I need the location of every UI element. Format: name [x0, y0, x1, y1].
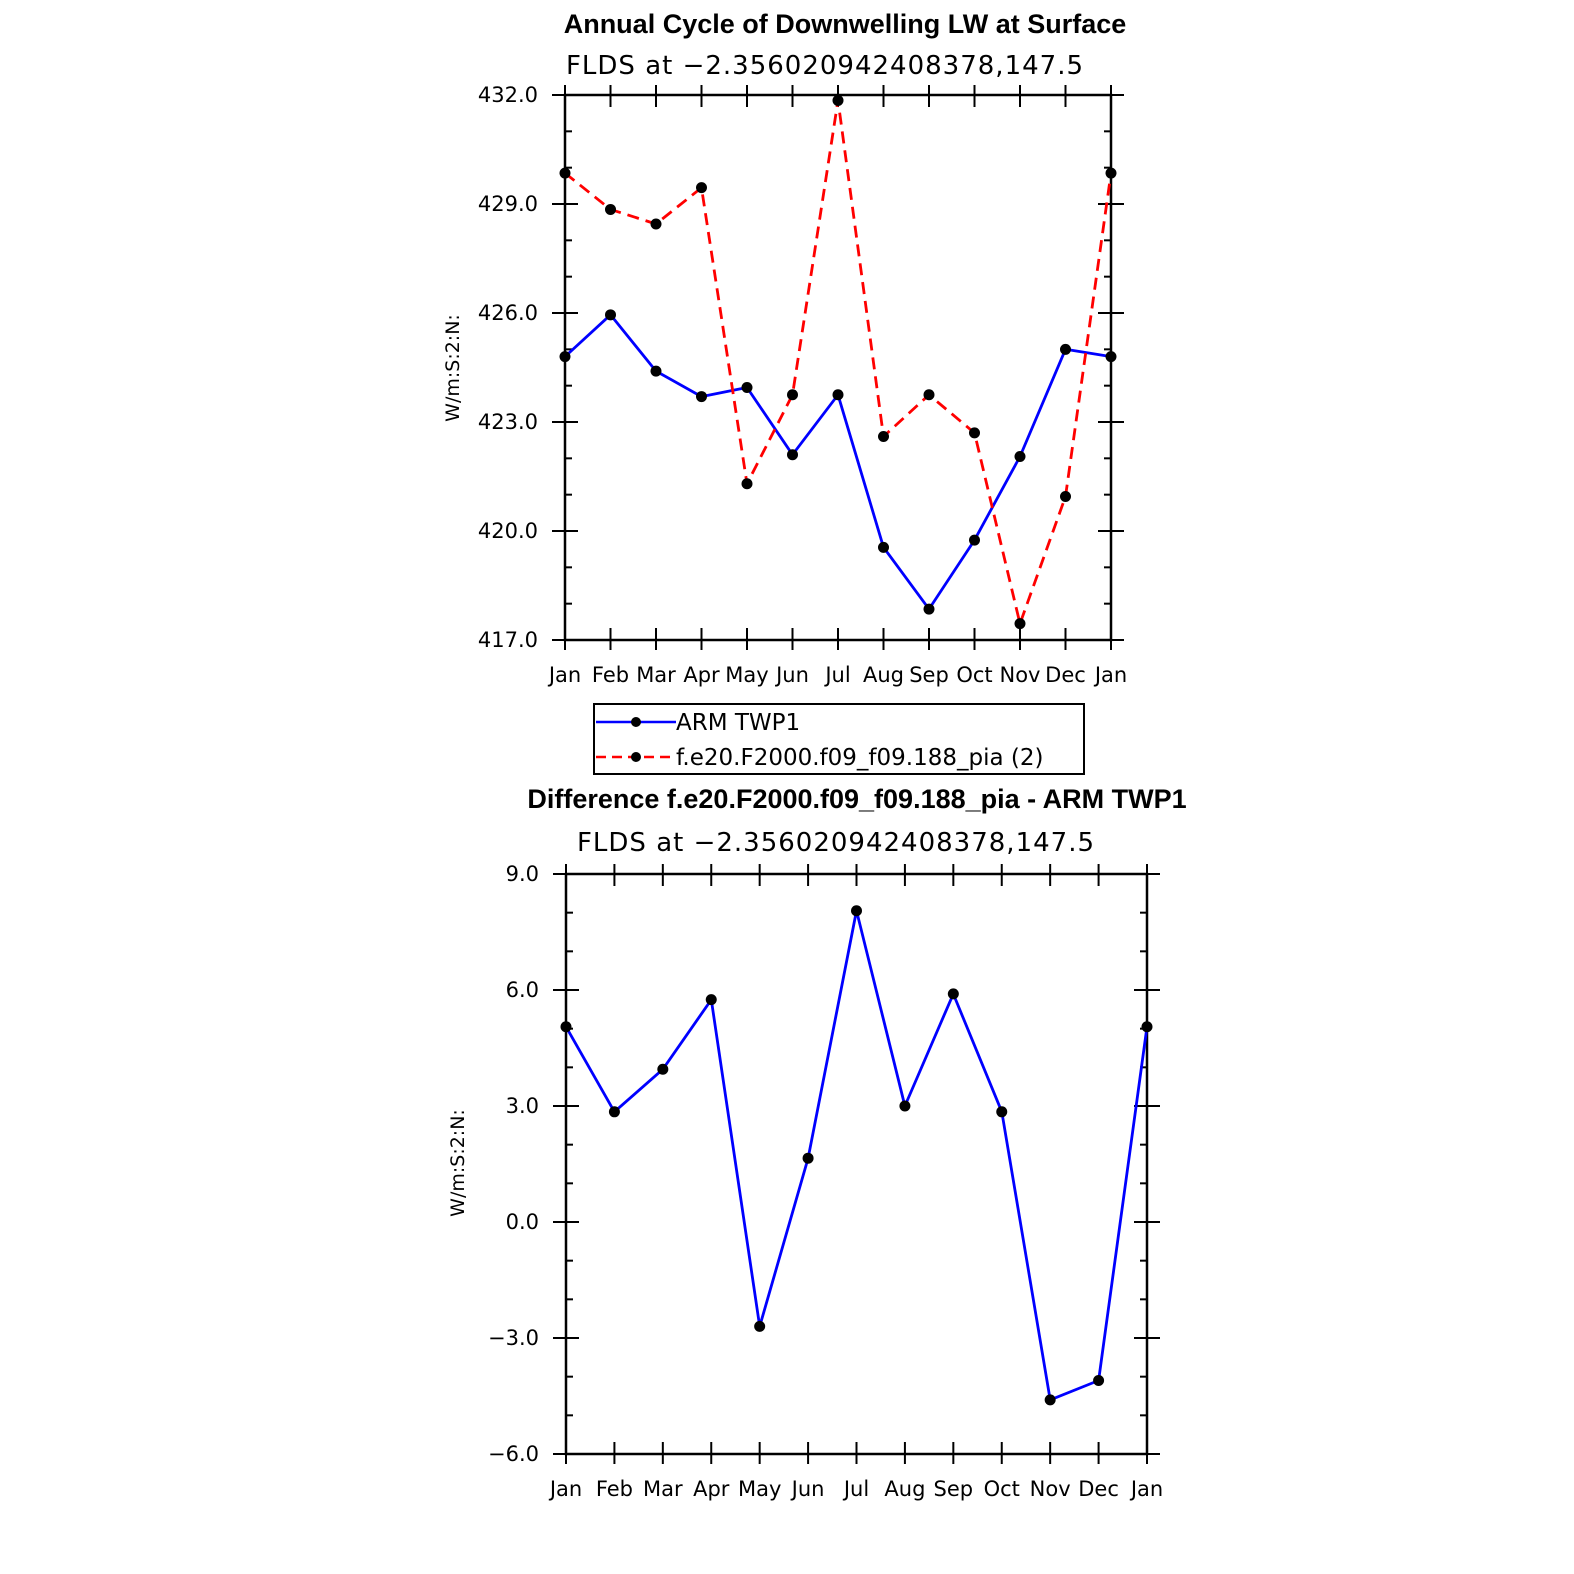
legend: ARM TWP1 f.e20.F2000.f09_f09.188_pia (2) — [593, 703, 1085, 775]
x-tick-label: Jan — [1129, 1477, 1163, 1501]
x-tick-label: Dec — [1045, 663, 1086, 687]
x-tick-label: Jan — [1093, 663, 1127, 687]
chart-subtitle: FLDS at −2.356020942408378,147.5 — [577, 828, 1095, 858]
data-point — [802, 1152, 814, 1164]
x-tick-label: Sep — [934, 1477, 974, 1501]
data-point — [969, 427, 980, 439]
data-point — [559, 167, 571, 179]
data-point — [947, 988, 959, 1000]
difference-panel: Difference f.e20.F2000.f09_f09.188_pia -… — [447, 784, 1187, 1501]
x-tick-label: Mar — [643, 1477, 683, 1501]
y-tick-label: 432.0 — [478, 83, 538, 107]
chart-subtitle: FLDS at −2.356020942408378,147.5 — [566, 51, 1084, 81]
data-point — [851, 905, 862, 917]
series-line-0 — [564, 313, 1112, 611]
data-point — [832, 389, 844, 401]
x-tick-label: May — [725, 663, 768, 687]
x-tick-label: May — [738, 1477, 781, 1501]
data-point — [1105, 351, 1117, 363]
data-point — [1060, 490, 1071, 502]
chart-title: Difference f.e20.F2000.f09_f09.188_pia -… — [527, 784, 1186, 814]
data-point — [741, 381, 753, 393]
data-point — [1014, 451, 1026, 463]
x-tick-label: Apr — [693, 1477, 730, 1501]
data-point — [787, 449, 798, 461]
x-tick-label: Sep — [909, 663, 949, 687]
x-tick-label: Nov — [1000, 663, 1041, 687]
data-point — [605, 309, 616, 321]
y-tick-label: 420.0 — [478, 519, 538, 543]
legend-box — [593, 703, 1085, 775]
data-point — [1014, 618, 1026, 630]
y-tick-label: 0.0 — [506, 1210, 539, 1234]
x-tick-label: Aug — [863, 663, 904, 687]
x-tick-label: Oct — [984, 1477, 1020, 1501]
legend-label-arm: ARM TWP1 — [676, 710, 800, 736]
data-point — [605, 203, 616, 215]
x-tick-label: Jul — [823, 663, 850, 687]
data-point — [787, 389, 798, 401]
data-point — [899, 1100, 911, 1112]
x-tick-label: Oct — [956, 663, 992, 687]
data-point — [696, 182, 707, 194]
y-tick-label: 6.0 — [506, 978, 539, 1002]
legend-label-model: f.e20.F2000.f09_f09.188_pia (2) — [676, 745, 1043, 771]
y-tick-label: 423.0 — [478, 410, 538, 434]
x-tick-label: Jan — [547, 663, 581, 687]
y-tick-label: 426.0 — [478, 301, 538, 325]
data-point — [560, 1021, 572, 1033]
x-tick-label: Aug — [884, 1477, 925, 1501]
y-tick-label: 417.0 — [478, 628, 538, 652]
data-point — [1044, 1394, 1056, 1406]
data-point — [878, 431, 889, 443]
data-point — [608, 1106, 620, 1118]
data-point — [878, 541, 889, 553]
y-tick-label: 3.0 — [506, 1094, 539, 1118]
x-tick-label: Jun — [774, 663, 809, 687]
legend-marker-model — [631, 752, 641, 762]
plot-frame — [563, 93, 1113, 642]
annual-cycle-panel: Annual Cycle of Downwelling LW at Surfac… — [442, 9, 1127, 687]
data-point — [1093, 1375, 1105, 1387]
y-tick-label: 429.0 — [478, 192, 538, 216]
x-tick-label: Apr — [683, 663, 720, 687]
data-point — [1060, 343, 1071, 355]
data-point — [705, 994, 717, 1006]
data-point — [923, 389, 935, 401]
chart-title: Annual Cycle of Downwelling LW at Surfac… — [564, 9, 1127, 39]
data-point — [1105, 167, 1117, 179]
data-point — [657, 1063, 669, 1075]
x-tick-label: Jun — [790, 1477, 825, 1501]
data-point — [741, 478, 753, 490]
data-point — [832, 94, 844, 106]
x-tick-label: Nov — [1030, 1477, 1071, 1501]
y-axis-label: W/m:S:2:N: — [442, 314, 464, 422]
x-tick-label: Feb — [596, 1477, 633, 1501]
plot-frame — [564, 872, 1149, 1456]
x-tick-label: Mar — [636, 663, 676, 687]
data-point — [754, 1320, 766, 1332]
x-tick-label: Jul — [842, 1477, 869, 1501]
y-axis-label: W/m:S:2:N: — [447, 1109, 469, 1217]
data-point — [996, 1106, 1008, 1118]
y-tick-label: −3.0 — [488, 1326, 539, 1350]
data-point — [1141, 1021, 1153, 1033]
y-tick-label: 9.0 — [506, 862, 539, 886]
data-point — [696, 391, 707, 403]
data-point — [923, 603, 935, 615]
y-tick-label: −6.0 — [488, 1442, 539, 1466]
legend-marker-arm — [631, 717, 641, 727]
data-point — [650, 218, 662, 230]
x-tick-label: Jan — [548, 1477, 582, 1501]
x-tick-label: Dec — [1078, 1477, 1119, 1501]
series-line-0 — [564, 909, 1149, 1402]
x-tick-label: Feb — [592, 663, 629, 687]
data-point — [559, 351, 571, 363]
data-point — [650, 365, 662, 377]
data-point — [969, 534, 980, 546]
